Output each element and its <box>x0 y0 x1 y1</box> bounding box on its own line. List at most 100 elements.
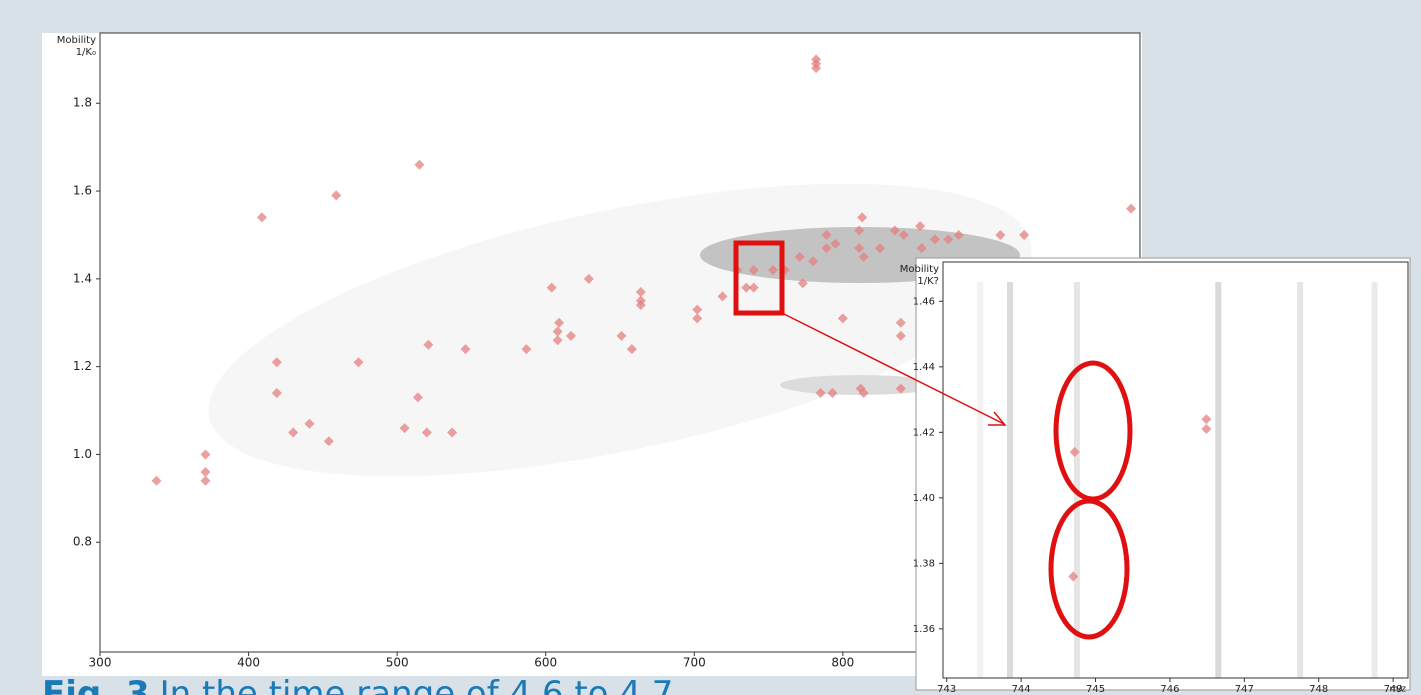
data-point <box>717 291 728 302</box>
x-tick-label: 600 <box>534 656 557 670</box>
data-point <box>821 243 832 254</box>
y-tick-label: 1.40 <box>913 493 935 504</box>
data-point <box>929 234 940 245</box>
y-tick-label: 1.36 <box>913 624 935 635</box>
data-point <box>412 392 423 403</box>
data-point <box>875 243 885 254</box>
data-point <box>421 427 432 438</box>
data-point <box>200 475 211 486</box>
x-tick-label: 746 <box>1160 684 1179 695</box>
data-point <box>552 335 563 346</box>
y-tick-label: 1.8 <box>73 96 92 110</box>
data-point <box>858 387 869 398</box>
data-point <box>898 229 909 240</box>
data-point <box>565 330 576 341</box>
data-point <box>423 339 434 350</box>
data-point <box>635 287 646 298</box>
highlight-ellipse <box>1048 498 1130 640</box>
signal-streak <box>1371 282 1378 678</box>
y-tick-label: 1.42 <box>913 427 935 438</box>
plot-frame <box>942 261 1409 679</box>
data-point <box>889 225 900 236</box>
data-point <box>895 383 906 394</box>
data-point <box>692 304 703 315</box>
data-point <box>815 387 826 398</box>
data-point <box>857 212 868 223</box>
data-point <box>414 159 425 170</box>
zoom-arrow <box>781 312 1005 425</box>
x-tick-label: 748 <box>1309 684 1328 695</box>
data-point <box>200 449 211 460</box>
zoom-arrowhead <box>988 411 1007 426</box>
data-point <box>331 190 342 201</box>
data-point <box>827 387 838 398</box>
data-point <box>460 344 471 355</box>
data-point <box>837 313 848 324</box>
data-point <box>447 427 458 438</box>
signal-streak <box>1073 282 1080 678</box>
x-tick-label: 400 <box>237 656 260 670</box>
data-point <box>323 436 334 447</box>
y-axis-unit: 1/K₀ <box>76 47 96 58</box>
y-axis-unit: 1/K? <box>917 276 939 287</box>
y-tick-label: 1.0 <box>73 447 92 461</box>
data-point <box>953 229 964 240</box>
y-tick-label: 1.2 <box>73 359 92 373</box>
data-point <box>915 221 926 232</box>
y-tick-label: 0.8 <box>73 535 92 549</box>
y-tick-label: 1.44 <box>913 362 935 373</box>
data-point <box>748 282 759 293</box>
y-tick-label: 1.6 <box>73 184 92 198</box>
data-point <box>1019 229 1030 240</box>
caption-label: Fig. 3 <box>42 674 150 695</box>
data-point <box>521 344 532 355</box>
caption: Fig. 3 In the time range of 4.6 to 4.7 <box>42 674 673 695</box>
data-point <box>830 238 841 249</box>
data-point <box>854 243 865 254</box>
x-axis-label: m/z <box>1389 685 1406 695</box>
inset-panel <box>915 257 1411 691</box>
data-point <box>626 344 637 355</box>
data-point <box>583 273 594 284</box>
x-tick-label: 745 <box>1086 684 1105 695</box>
signal-streak <box>1297 282 1304 678</box>
data-point <box>854 225 865 236</box>
data-point <box>271 387 282 398</box>
signal-streak <box>1215 282 1222 678</box>
x-tick-label: 743 <box>937 684 956 695</box>
data-point <box>554 317 565 328</box>
x-tick-label: 800 <box>831 656 854 670</box>
data-point <box>1201 424 1212 435</box>
data-point <box>1069 446 1080 457</box>
data-point <box>1126 203 1137 214</box>
data-point <box>797 278 808 289</box>
data-point <box>635 300 646 311</box>
data-point <box>399 423 410 434</box>
data-point <box>741 282 752 293</box>
chart: 743 744 745 746 747 748 749 1.36 1.38 1.40 1.42 1.4… <box>900 257 1411 695</box>
data-point <box>288 427 299 438</box>
data-point <box>552 326 563 337</box>
data-point <box>151 475 162 486</box>
caption-text: In the time range of 4.6 to 4.7 <box>160 674 674 695</box>
data-point <box>858 251 869 262</box>
x-tick-label: 744 <box>1012 684 1031 695</box>
data-point <box>811 63 822 74</box>
data-point <box>916 243 927 254</box>
data-point <box>895 317 906 328</box>
signal-streak <box>977 282 984 678</box>
y-axis-label: Mobility <box>900 264 939 275</box>
x-tick-label: 500 <box>386 656 409 670</box>
data-point <box>271 357 282 368</box>
y-axis-label: Mobility <box>57 35 96 46</box>
x-tick-label: 747 <box>1235 684 1254 695</box>
data-point <box>943 234 954 245</box>
y-tick-label: 1.38 <box>913 558 935 569</box>
data-point <box>256 212 267 223</box>
y-tick-label: 1.4 <box>73 271 92 285</box>
data-point <box>304 418 315 429</box>
data-point <box>768 265 779 276</box>
zoom-box <box>733 240 785 316</box>
